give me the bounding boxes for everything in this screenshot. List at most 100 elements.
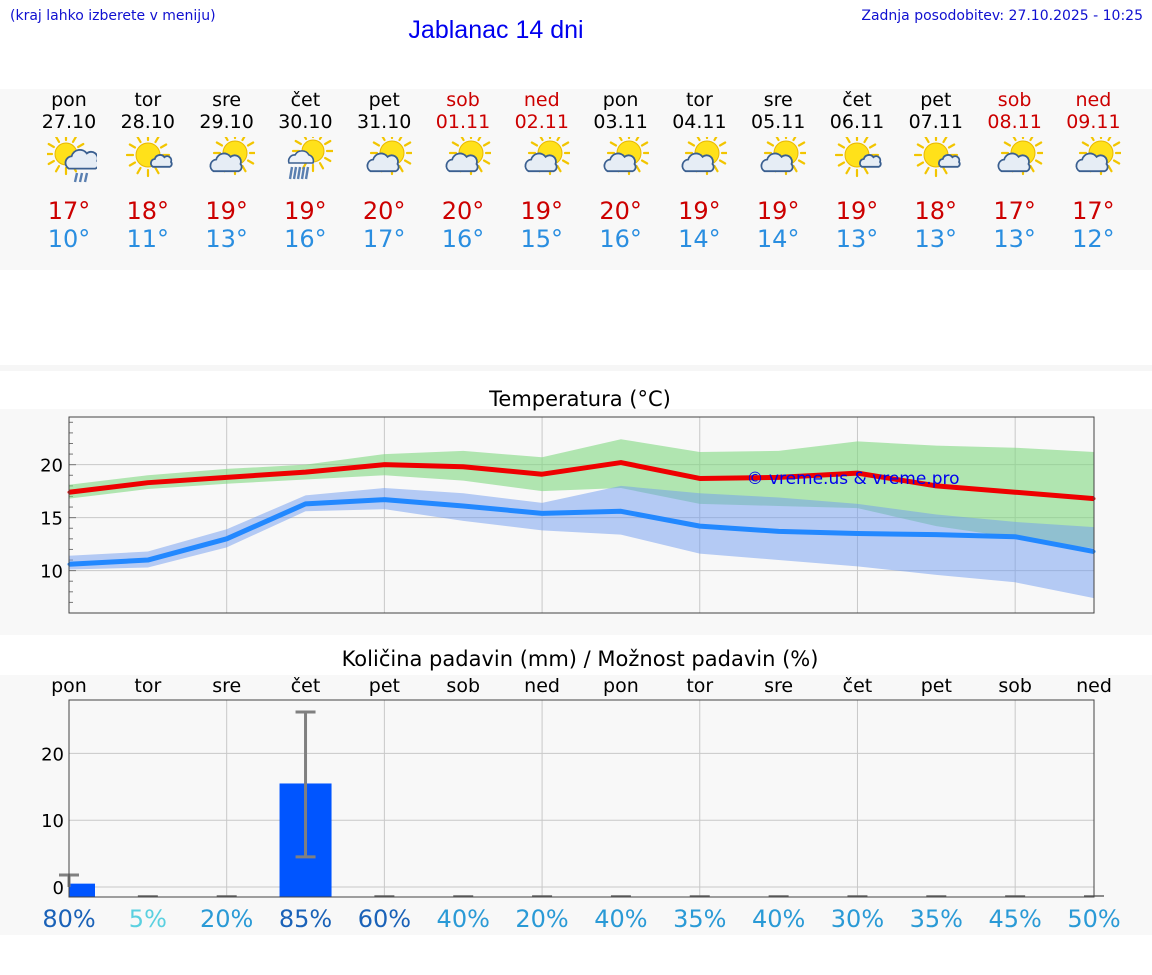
forecast-day-name: pet — [368, 89, 400, 111]
x-day-label: pet — [921, 675, 952, 697]
location-menu-hint[interactable]: (kraj lahko izberete v meniju) — [10, 8, 216, 24]
precipitation-probability: 30% — [831, 905, 884, 933]
y-tick-label: 15 — [40, 509, 63, 530]
precipitation-probability: 5% — [129, 905, 167, 933]
forecast-day-name: ned — [1075, 89, 1112, 111]
sun-cloud-rain-icon — [47, 137, 97, 183]
forecast-temp-min: 13° — [835, 225, 879, 253]
temperature-point-min — [934, 533, 938, 537]
x-day-label: sob — [998, 675, 1032, 697]
forecast-temp-min: 10° — [47, 225, 91, 253]
forecast-temp-max: 17° — [993, 197, 1036, 225]
separator-band — [0, 365, 1152, 371]
forecast-temp-min: 16° — [284, 225, 327, 253]
sun-cloud-icon — [209, 137, 255, 176]
forecast-temp-min: 11° — [126, 225, 170, 253]
sun-cloud-icon — [997, 137, 1043, 176]
x-day-label: pon — [603, 675, 639, 697]
forecast-temp-max: 19° — [520, 197, 564, 225]
sun-rain-icon — [288, 137, 334, 180]
forecast-temp-min: 16° — [441, 225, 485, 253]
forecast-temp-max: 20° — [599, 197, 642, 225]
sun-small-cloud-icon — [835, 137, 882, 178]
x-day-label: tor — [134, 675, 161, 697]
precipitation-probability: 50% — [1067, 905, 1120, 933]
sun-cloud-icon — [760, 137, 807, 176]
precipitation-probability: 40% — [752, 905, 805, 933]
forecast-date: 29.10 — [199, 111, 254, 133]
precipitation-probability: 35% — [673, 905, 726, 933]
temperature-point-max — [855, 471, 859, 475]
temperature-point-min — [855, 532, 859, 536]
forecast-temp-max: 17° — [47, 197, 91, 225]
forecast-temp-max: 19° — [284, 197, 327, 225]
forecast-day-name: ned — [523, 89, 560, 111]
temperature-point-min — [777, 529, 781, 533]
forecast-date: 03.11 — [593, 111, 648, 133]
precipitation-probability: 60% — [358, 905, 411, 933]
precipitation-probability: 80% — [42, 905, 95, 933]
temperature-chart: 10 15 20 © vreme.us & vreme.pro — [40, 416, 1096, 614]
temperature-point-min — [461, 504, 465, 508]
y-tick-label: 10 — [40, 562, 63, 583]
precipitation-chart-title: Količina padavin (mm) / Možnost padavin … — [341, 647, 819, 671]
precipitation-chart: 0 10 20 pon tor sre čet pet sob ned pon tor sre čet pe… — [41, 675, 1121, 933]
forecast-temp-min: 16° — [599, 225, 642, 253]
x-day-label: sob — [446, 675, 480, 697]
sun-cloud-icon — [366, 137, 413, 176]
forecast-date: 31.10 — [356, 111, 412, 133]
forecast-temp-max: 18° — [914, 197, 958, 225]
sun-small-cloud-icon — [125, 137, 173, 178]
daily-forecast-strip: pon 27.10 17° 10° tor 28.10 18° 11° sre 29.10 19° 1… — [0, 89, 1152, 270]
forecast-date: 01.11 — [435, 111, 491, 133]
forecast-temp-max: 19° — [756, 197, 800, 225]
temperature-point-max — [540, 472, 544, 476]
forecast-day-name: tor — [685, 89, 713, 111]
temperature-range-band-max — [69, 439, 1094, 549]
temperature-point-max — [777, 475, 781, 479]
temperature-point-max — [698, 476, 702, 480]
forecast-temp-max: 19° — [205, 197, 248, 225]
y-tick-label: 0 — [53, 878, 64, 899]
temperature-range-band-min — [69, 485, 1094, 599]
temperature-point-max — [461, 465, 465, 469]
forecast-day-name: sob — [997, 89, 1032, 111]
forecast-temp-max: 20° — [362, 197, 406, 225]
plot-frame — [68, 416, 1095, 614]
copyright-watermark: © vreme.us & vreme.pro — [746, 469, 959, 489]
x-day-label: tor — [686, 675, 713, 697]
temperature-point-max — [619, 461, 623, 465]
temperature-chart-title: Temperatura (°C) — [489, 387, 671, 411]
precipitation-bar — [69, 883, 95, 897]
x-day-label: čet — [291, 675, 321, 697]
precipitation-probability: 45% — [988, 905, 1041, 933]
precipitation-probability: 35% — [910, 905, 963, 933]
forecast-temp-max: 18° — [126, 197, 170, 225]
temperature-point-min — [382, 498, 386, 502]
forecast-temp-min: 13° — [993, 225, 1036, 253]
temperature-point-min — [540, 511, 544, 515]
precipitation-probability: 20% — [515, 905, 568, 933]
forecast-date: 04.11 — [672, 111, 727, 133]
forecast-day-name: sre — [763, 89, 793, 111]
sun-cloud-icon — [603, 137, 649, 176]
precipitation-probability: 40% — [437, 905, 490, 933]
forecast-temp-min: 14° — [756, 225, 800, 253]
forecast-day-name: tor — [134, 89, 162, 111]
forecast-date: 07.11 — [908, 111, 963, 133]
forecast-day-name: čet — [290, 89, 321, 111]
forecast-day-name: čet — [842, 89, 872, 111]
page-title: Jablanac 14 dni — [408, 16, 584, 44]
temperature-point-max — [146, 481, 150, 485]
forecast-date: 08.11 — [987, 111, 1042, 133]
last-update-text: Zadnja posodobitev: 27.10.2025 - 10:25 — [861, 8, 1143, 24]
x-day-label: pet — [369, 675, 400, 697]
temperature-line-min — [68, 497, 1095, 567]
temperature-point-min — [146, 558, 150, 562]
temperature-point-min — [698, 524, 702, 528]
forecast-day-name: pon — [51, 89, 87, 111]
x-day-label: sre — [212, 675, 241, 697]
plot-area — [69, 700, 1094, 897]
precipitation-probability: 40% — [594, 905, 647, 933]
forecast-temp-min: 14° — [678, 225, 721, 253]
